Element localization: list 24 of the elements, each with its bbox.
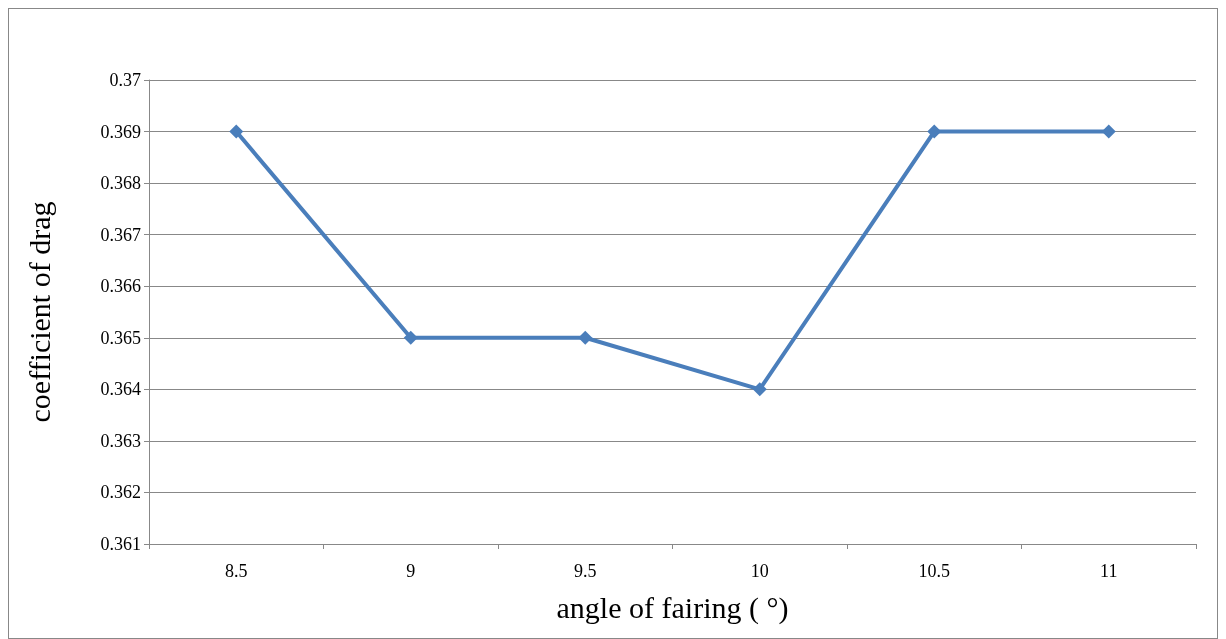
y-tick-label: 0.367 (100, 224, 141, 245)
point (927, 124, 942, 139)
x-tick-label: 10 (750, 561, 769, 581)
point (403, 330, 418, 345)
point (229, 124, 244, 139)
y-axis-title: coefficient of drag (22, 201, 56, 423)
y-tick-label: 0.37 (109, 70, 141, 90)
x-tick-label: 9.5 (574, 561, 597, 581)
y-tick-label: 0.363 (100, 430, 141, 451)
y-tick-label: 0.362 (100, 482, 141, 503)
x-tick-label: 9 (406, 561, 416, 581)
point (1101, 124, 1116, 139)
y-tick-label: 0.369 (100, 121, 141, 142)
x-tick-label: 11 (1100, 561, 1118, 581)
y-tick-label: 0.365 (100, 327, 141, 348)
y-tick-label: 0.368 (100, 173, 141, 194)
y-tick-label: 0.364 (100, 379, 141, 400)
y-tick-label: 0.361 (100, 534, 141, 554)
x-tick-label: 8.5 (225, 561, 248, 581)
point (752, 382, 767, 397)
x-tick-label: 10.5 (918, 561, 950, 581)
y-tick-label: 0.366 (100, 276, 141, 297)
point (578, 330, 593, 345)
x-axis-title: angle of fairing ( °) (556, 590, 789, 625)
